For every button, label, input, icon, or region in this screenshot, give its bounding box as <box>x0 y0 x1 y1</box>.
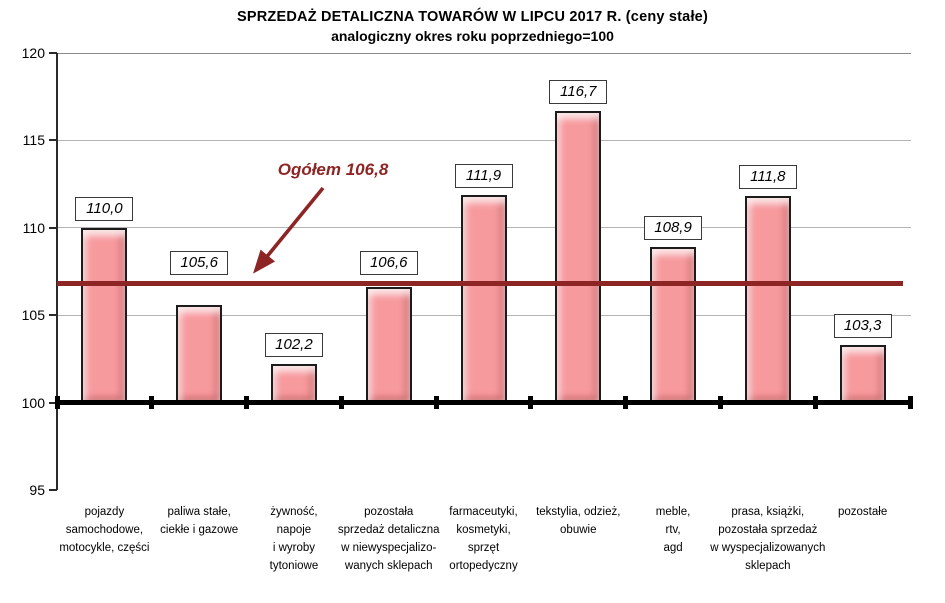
bar-1 <box>81 227 128 403</box>
category-boundary-tick-2 <box>244 396 250 410</box>
category-boundary-tick-8 <box>812 396 818 410</box>
plot-area: 95 100 105 110 115 120 110,0 pojazdy samochodow… <box>22 45 913 572</box>
y-axis-tick-100 <box>49 401 57 404</box>
value-label-9: 103,3 <box>833 313 892 338</box>
bar-5 <box>460 194 507 403</box>
gridline-120 <box>50 52 911 54</box>
y-axis-line <box>56 53 58 490</box>
category-label-1: pojazdy samochodowe, motocykle, części <box>59 506 150 554</box>
category-label-8: prasa, książki, pozostała sprzedaż w wys… <box>710 506 826 572</box>
y-axis-label-100: 100 <box>21 394 45 411</box>
y-axis-tick-110 <box>49 226 57 229</box>
annotation-arrow-icon <box>253 186 325 274</box>
bar-4 <box>365 287 412 403</box>
category-label-7: meble, rtv, agd <box>655 506 691 554</box>
y-axis-label-120: 120 <box>21 45 45 61</box>
category-label-3: żywność, napoje i wyroby tytoniowe <box>269 506 319 572</box>
category-boundary-tick-6 <box>623 396 629 410</box>
value-label-7: 108,9 <box>644 216 703 241</box>
category-label-9: pozostałe <box>837 506 888 518</box>
y-axis-tick-105 <box>49 314 57 317</box>
category-boundary-tick-5 <box>528 396 534 410</box>
bar-2 <box>176 304 223 403</box>
reference-line-label: Ogółem 106,8 <box>277 160 389 179</box>
category-boundary-tick-9 <box>907 396 913 410</box>
y-axis-label-95: 95 <box>29 482 45 498</box>
bar-8 <box>744 196 791 403</box>
category-label-6: tekstylia, odzież, obuwie <box>536 506 621 536</box>
y-axis-tick-115 <box>49 139 57 142</box>
category-boundary-tick-1 <box>149 396 155 410</box>
y-axis-tick-120 <box>49 52 57 54</box>
value-label-5: 111,9 <box>454 163 513 188</box>
category-label-5: farmaceutyki, kosmetyki, sprzęt ortopedy… <box>449 506 518 572</box>
y-axis-label-115: 115 <box>22 132 45 149</box>
category-label-4: pozostała sprzedaż detaliczna w niewyspe… <box>337 506 440 572</box>
value-label-8: 111,8 <box>738 165 797 190</box>
value-label-2: 105,6 <box>170 250 229 275</box>
category-boundary-tick-4 <box>433 396 439 410</box>
bar-9 <box>839 344 886 403</box>
bar-6 <box>555 110 602 403</box>
y-axis-tick-95 <box>49 489 57 491</box>
reference-line <box>57 281 903 287</box>
category-boundary-tick-3 <box>338 396 344 410</box>
category-boundary-tick-7 <box>717 396 723 410</box>
chart-title: SPRZEDAŻ DETALICZNA TOWARÓW W LIPCU 2017… <box>237 9 708 25</box>
x-axis-baseline <box>56 400 912 406</box>
chart-subtitle: analogiczny okres roku poprzedniego=100 <box>331 28 614 44</box>
bar-3 <box>270 364 317 403</box>
bar-7 <box>650 247 697 403</box>
category-boundary-tick-0 <box>54 396 60 410</box>
category-label-2: paliwa stałe, ciekłe i gazowe <box>160 506 239 536</box>
y-axis-label-110: 110 <box>22 219 45 236</box>
gridline-115 <box>50 139 911 141</box>
value-label-4: 106,6 <box>359 250 418 275</box>
value-label-3: 102,2 <box>264 333 323 358</box>
y-axis-label-105: 105 <box>21 307 45 324</box>
value-label-1: 110,0 <box>75 196 134 221</box>
value-label-6: 116,7 <box>549 79 608 104</box>
